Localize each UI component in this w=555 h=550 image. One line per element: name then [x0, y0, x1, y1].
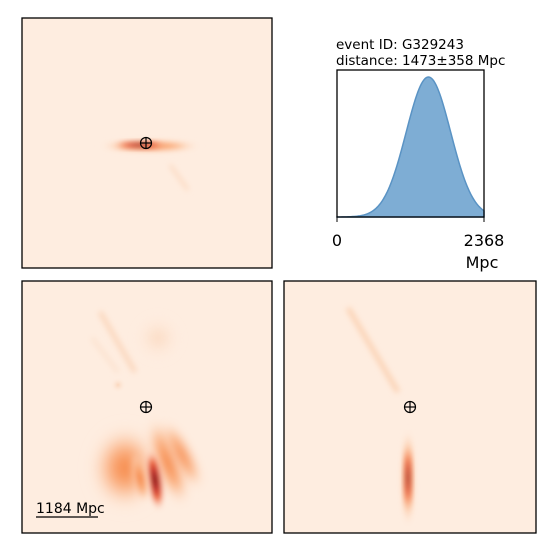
distance-panel: event ID: G329243 distance: 1473±358 Mpc…	[332, 37, 506, 272]
probability-streak	[168, 164, 190, 191]
faint-streak	[97, 310, 138, 374]
projection-panel-top-left	[21, 17, 273, 269]
distance-density-area	[336, 76, 485, 218]
panel-frame	[21, 280, 273, 534]
panel-frame	[21, 17, 273, 269]
faint-streak	[90, 336, 120, 374]
earth-crosshair-icon	[403, 400, 417, 414]
probability-streak	[161, 419, 203, 491]
distance-label: distance: 1473±358 Mpc	[336, 53, 505, 69]
probability-core	[112, 141, 168, 149]
x-tick-label-min: 0	[332, 231, 342, 250]
probability-streak	[130, 452, 150, 504]
faint-spot	[110, 377, 126, 393]
earth-crosshair-icon	[139, 400, 153, 414]
probability-core	[145, 448, 165, 512]
x-tick-label-max: 2368	[464, 231, 505, 250]
faint-streak	[345, 306, 401, 394]
projection-panel-bottom-left: 1184 Mpc	[21, 280, 273, 534]
probability-streak	[146, 416, 190, 508]
earth-crosshair-icon	[139, 136, 153, 150]
x-axis-label: Mpc	[466, 253, 499, 272]
scale-bar-label: 1184 Mpc	[36, 501, 105, 517]
probability-core	[404, 444, 412, 512]
distance-plot-frame	[336, 69, 485, 218]
projection-panel-bottom-right	[283, 280, 537, 534]
event-id-label: event ID: G329243	[336, 37, 464, 53]
panel-frame	[283, 280, 537, 534]
faint-ring	[134, 314, 182, 362]
